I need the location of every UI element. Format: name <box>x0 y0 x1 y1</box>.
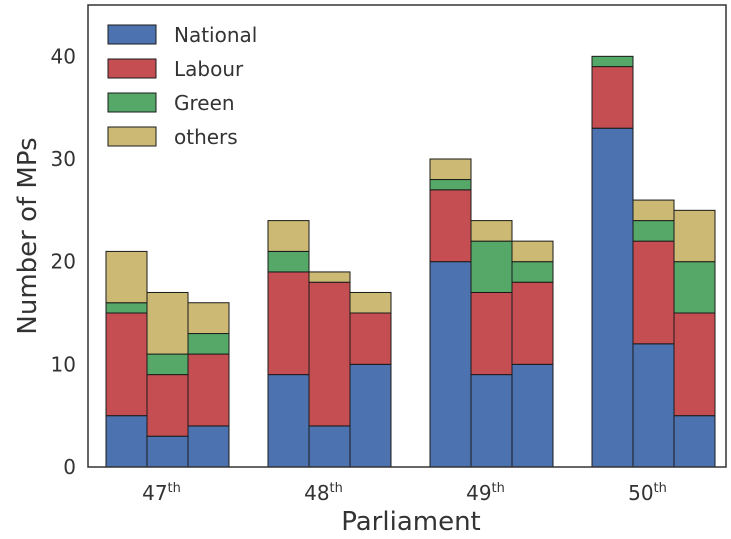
bar-segment-others <box>632 199 675 222</box>
y-tick-label: 0 <box>63 455 76 479</box>
bar-segment-others <box>511 240 554 263</box>
y-tick-label: 40 <box>51 44 76 68</box>
bar-segment-others <box>673 209 716 263</box>
x-tick-label: 48th <box>304 481 343 505</box>
x-axis-title: Parliament <box>341 507 481 537</box>
bar-segment-green <box>591 55 634 68</box>
y-tick-label: 20 <box>51 250 76 274</box>
bar-segment-others <box>146 291 189 355</box>
bar-segment-labour <box>349 312 392 365</box>
y-axis-title: Number of MPs <box>13 137 43 334</box>
plot-frame <box>87 4 727 468</box>
bar-segment-green <box>105 302 148 314</box>
bar-segment-green <box>511 261 554 283</box>
bar-segment-others <box>267 220 310 252</box>
bar-segment-others <box>349 291 392 314</box>
bar-segment-national <box>267 374 310 468</box>
x-tick-label: 50th <box>628 481 667 505</box>
bar-segment-national <box>187 425 230 468</box>
bar-segment-green <box>429 179 472 191</box>
bar-segment-labour <box>511 281 554 365</box>
bar-segment-national <box>105 415 148 468</box>
bar-segment-national <box>632 343 675 468</box>
bar-segment-others <box>308 271 351 283</box>
bar-segment-labour <box>591 66 634 129</box>
legend: National Labour Green others <box>107 23 257 149</box>
y-tick-label: 10 <box>51 352 76 376</box>
bar-segment-labour <box>429 189 472 263</box>
bar-segment-labour <box>470 291 513 376</box>
bar-segment-others <box>105 250 148 304</box>
y-tick-label: 30 <box>51 147 76 171</box>
bar-segment-others <box>187 302 230 335</box>
bars-layer <box>105 55 716 468</box>
bar-segment-national <box>349 363 392 468</box>
bar-segment-national <box>146 435 189 468</box>
legend-swatch-green <box>107 92 157 113</box>
x-tick-label: 47th <box>142 481 181 505</box>
bar-segment-labour <box>105 312 148 417</box>
bar-segment-green <box>673 261 716 314</box>
bar-segment-national <box>591 127 634 468</box>
legend-swatch-others <box>107 126 157 147</box>
legend-swatch-labour <box>107 58 157 79</box>
bar-segment-others <box>470 220 513 242</box>
bar-segment-green <box>146 353 189 376</box>
bar-segment-national <box>308 425 351 468</box>
bar-segment-labour <box>673 312 716 417</box>
legend-label-national: National <box>174 23 257 47</box>
bar-segment-green <box>267 250 310 273</box>
bar-segment-green <box>470 240 513 293</box>
x-axis-ticks: 47th 48th 49th 50th <box>142 481 667 505</box>
bar-segment-labour <box>308 281 351 427</box>
bar-segment-national <box>673 415 716 468</box>
y-axis-ticks: 0 10 20 30 40 <box>51 44 76 479</box>
bar-segment-green <box>632 220 675 242</box>
x-tick-label: 49th <box>466 481 505 505</box>
bar-segment-national <box>429 261 472 468</box>
bar-segment-others <box>429 158 472 181</box>
bar-segment-labour <box>632 240 675 345</box>
bar-segment-labour <box>267 271 310 376</box>
legend-swatch-national <box>107 24 157 45</box>
legend-label-others: others <box>174 125 238 149</box>
bar-segment-national <box>470 374 513 468</box>
bar-segment-green <box>187 333 230 355</box>
bar-segment-labour <box>146 374 189 437</box>
bar-segment-labour <box>187 353 230 427</box>
legend-label-green: Green <box>174 91 235 115</box>
bar-segment-national <box>511 363 554 468</box>
legend-label-labour: Labour <box>174 57 244 81</box>
